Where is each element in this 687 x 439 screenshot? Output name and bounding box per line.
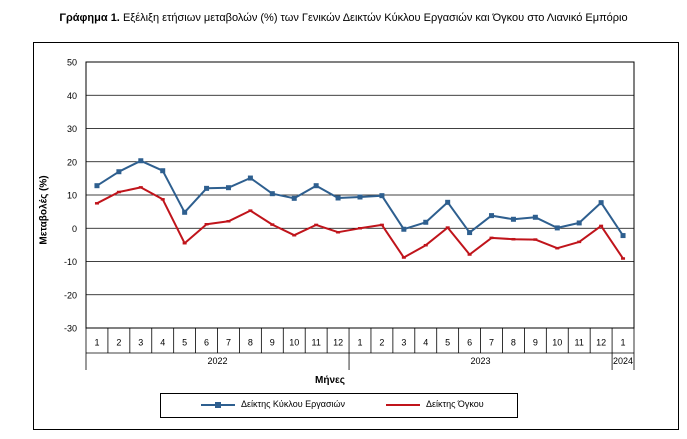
x-tick-label: 3 (138, 338, 143, 348)
plot-area-border (85, 61, 635, 329)
y-tick-label: -20 (64, 290, 77, 300)
legend-swatch-turnover (201, 401, 235, 408)
x-tick-label: 7 (226, 338, 231, 348)
year-label: 2023 (471, 356, 491, 366)
x-tick-label: 12 (596, 338, 606, 348)
y-tick-label: 40 (67, 91, 77, 101)
point-turnover (269, 191, 275, 197)
x-tick-label: 5 (445, 338, 450, 348)
legend-swatch-volume (386, 403, 420, 406)
year-label: 2022 (208, 356, 228, 366)
legend-item-turnover: Δείκτης Κύκλου Εργασιών (201, 399, 345, 409)
point-turnover (532, 214, 538, 220)
point-turnover (138, 158, 144, 164)
point-turnover (182, 209, 188, 215)
x-tick-label: 10 (552, 338, 562, 348)
x-tick-label: 4 (423, 338, 428, 348)
chart-title: Γράφημα 1. Εξέλιξη ετήσιων μεταβολών (%)… (0, 12, 687, 24)
point-turnover (401, 226, 407, 232)
y-tick-label: 0 (72, 224, 77, 234)
point-turnover (94, 183, 100, 189)
chart-title-prefix: Γράφημα 1. (59, 12, 120, 24)
point-turnover (423, 219, 429, 225)
x-tick-label: 2 (379, 338, 384, 348)
x-tick-label: 2 (116, 338, 121, 348)
point-turnover (204, 185, 210, 191)
x-tick-label: 1 (621, 338, 626, 348)
x-tick-label: 5 (182, 338, 187, 348)
year-label: 2024 (613, 356, 633, 366)
x-tick-label: 9 (270, 338, 275, 348)
chart-frame (33, 42, 679, 430)
point-turnover (445, 199, 451, 205)
y-tick-label: 30 (67, 124, 77, 134)
point-turnover (620, 233, 626, 239)
y-tick-label: 50 (67, 58, 77, 68)
point-turnover (467, 230, 473, 236)
point-turnover (576, 220, 582, 226)
y-tick-label: 20 (67, 157, 77, 167)
point-turnover (335, 195, 341, 201)
legend-label-volume: Δείκτης Όγκου (426, 399, 484, 409)
x-axis-label: Μήνες (315, 375, 345, 386)
point-turnover (313, 183, 319, 189)
y-axis-label: Μεταβολές (%) (38, 175, 50, 245)
y-tick-label: -10 (64, 257, 77, 267)
x-tick-label: 11 (311, 338, 320, 348)
x-tick-label: 8 (511, 338, 516, 348)
x-tick-label: 11 (575, 338, 584, 348)
chart-title-text: Εξέλιξη ετήσιων μεταβολών (%) των Γενικώ… (122, 12, 628, 24)
point-turnover (510, 216, 516, 222)
x-tick-label: 3 (401, 338, 406, 348)
point-turnover (116, 169, 122, 175)
point-turnover (160, 168, 166, 174)
point-turnover (379, 193, 385, 199)
point-turnover (489, 213, 495, 219)
y-tick-label: 10 (67, 191, 77, 201)
x-tick-label: 6 (204, 338, 209, 348)
y-tick-label: -30 (64, 324, 77, 334)
x-tick-label: 1 (94, 338, 99, 348)
point-turnover (247, 175, 253, 181)
legend: Δείκτης Κύκλου Εργασιών Δείκτης Όγκου (160, 393, 518, 418)
legend-label-turnover: Δείκτης Κύκλου Εργασιών (241, 399, 346, 409)
x-tick-label: 9 (533, 338, 538, 348)
x-tick-label: 8 (248, 338, 253, 348)
x-tick-label: 1 (357, 338, 362, 348)
point-turnover (291, 195, 297, 201)
x-tick-label: 12 (333, 338, 343, 348)
point-turnover (598, 200, 604, 206)
x-tick-label: 7 (489, 338, 494, 348)
point-turnover (225, 185, 231, 191)
x-tick-label: 6 (467, 338, 472, 348)
point-turnover (554, 225, 560, 231)
legend-item-volume: Δείκτης Όγκου (386, 399, 484, 409)
x-tick-label: 10 (289, 338, 299, 348)
x-tick-label: 4 (160, 338, 165, 348)
point-turnover (357, 194, 363, 200)
